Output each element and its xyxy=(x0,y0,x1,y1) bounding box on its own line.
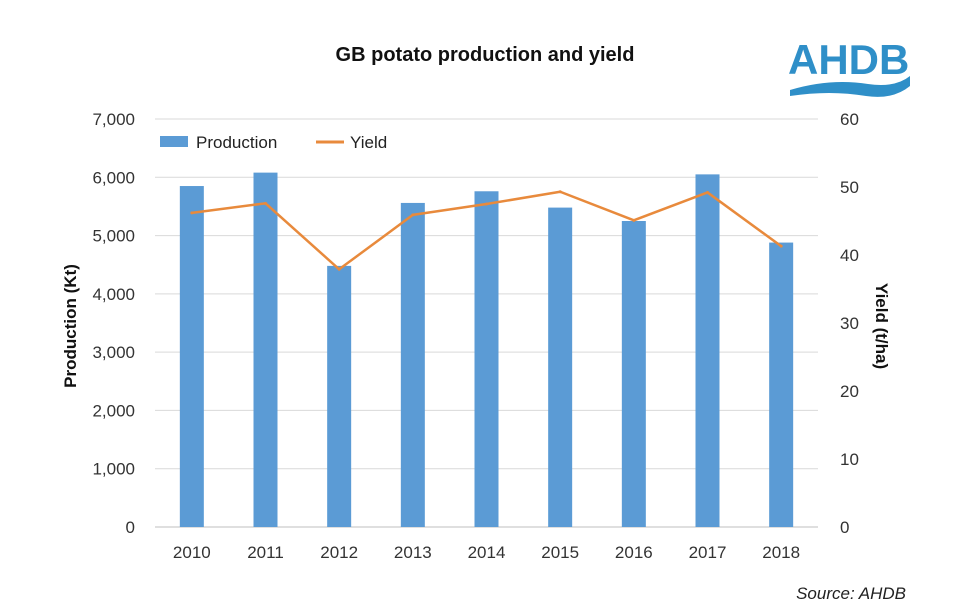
y2-tick-label: 20 xyxy=(840,382,859,401)
y2-tick-label: 40 xyxy=(840,246,859,265)
bar-production-2013 xyxy=(400,202,425,527)
y2-axis-title: Yield (t/ha) xyxy=(872,283,891,369)
y2-tick-label: 50 xyxy=(840,178,859,197)
y2-tick-label: 60 xyxy=(840,110,859,129)
yield-point-2017 xyxy=(706,190,709,194)
x-tick-label: 2018 xyxy=(762,543,800,562)
bar-production-2011 xyxy=(253,172,278,527)
y-tick-label: 3,000 xyxy=(92,343,135,362)
bar-production-2018 xyxy=(769,242,794,527)
x-tick-label: 2015 xyxy=(541,543,579,562)
x-tick-label: 2013 xyxy=(394,543,432,562)
x-tick-label: 2016 xyxy=(615,543,653,562)
bar-production-2012 xyxy=(327,265,352,527)
legend-yield-label: Yield xyxy=(350,133,387,152)
yield-point-2016 xyxy=(632,218,636,222)
x-tick-label: 2017 xyxy=(689,543,727,562)
yield-point-2010 xyxy=(190,211,194,215)
logo-wave-icon xyxy=(790,76,910,97)
yield-point-2018 xyxy=(779,244,783,248)
bar-production-2017 xyxy=(695,174,720,527)
y-tick-label: 5,000 xyxy=(92,227,135,246)
yield-line-layer xyxy=(190,190,783,271)
legend-production-swatch xyxy=(160,136,188,147)
x-tick-label: 2014 xyxy=(468,543,506,562)
y2-tick-label: 30 xyxy=(840,314,859,333)
x-tick-label: 2010 xyxy=(173,543,211,562)
yield-point-2014 xyxy=(485,202,488,206)
y-tick-label: 6,000 xyxy=(92,168,135,187)
y-tick-label: 2,000 xyxy=(92,401,135,420)
y-axis-ticks: 0 1,000 2,000 3,000 4,000 5,000 6,000 7,000 xyxy=(92,110,135,537)
y-axis-title: Production (Kt) xyxy=(61,264,80,388)
y-tick-label: 1,000 xyxy=(92,460,135,479)
y-tick-label: 0 xyxy=(126,518,135,537)
yield-point-2011 xyxy=(264,201,267,205)
bar-production-2014 xyxy=(474,191,499,527)
y2-tick-label: 10 xyxy=(840,450,859,469)
y2-axis-ticks: 0 10 20 30 40 50 60 xyxy=(840,110,859,537)
ahdb-logo: AHDB xyxy=(788,36,910,97)
legend-production-label: Production xyxy=(196,133,277,152)
y-tick-label: 7,000 xyxy=(92,110,135,129)
chart-title: GB potato production and yield xyxy=(335,44,635,66)
yield-point-2013 xyxy=(411,213,415,217)
yield-point-2012 xyxy=(337,267,341,271)
logo-text: AHDB xyxy=(788,36,909,83)
y-tick-label: 4,000 xyxy=(92,285,135,304)
yield-point-2015 xyxy=(558,190,562,194)
x-axis-ticks: 2010 2011 2012 2013 2014 2015 2016 2017 2018 xyxy=(173,543,800,562)
bar-production-2010 xyxy=(179,186,204,527)
legend: Production Yield xyxy=(160,133,387,152)
bar-production-2015 xyxy=(548,207,573,527)
x-tick-label: 2012 xyxy=(320,543,358,562)
x-tick-label: 2011 xyxy=(247,543,284,562)
y2-tick-label: 0 xyxy=(840,518,849,537)
source-note: Source: AHDB xyxy=(796,584,906,603)
production-bars xyxy=(179,172,794,527)
bar-production-2016 xyxy=(621,221,646,527)
